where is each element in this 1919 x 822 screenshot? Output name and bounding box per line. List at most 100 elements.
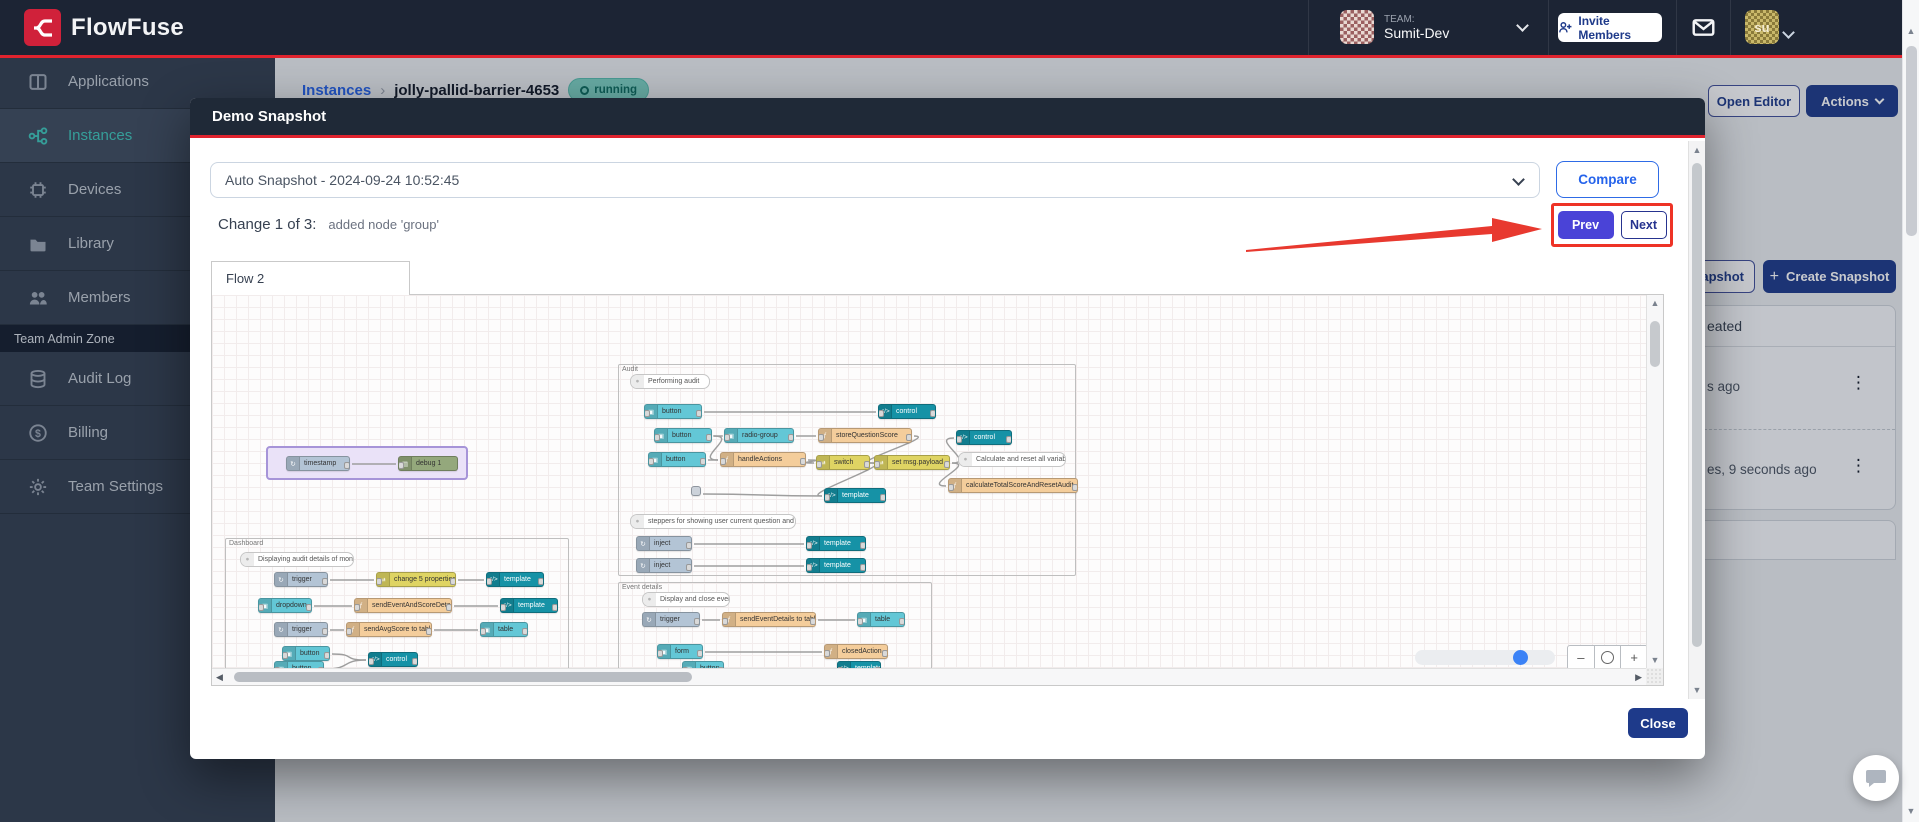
flow-node-sendeventandscoredetails: ƒ sendEventAndScoreDetails — [354, 598, 452, 613]
ui-node-icon: ▣ — [645, 405, 658, 418]
close-button[interactable]: Close — [1628, 708, 1688, 738]
snapshot-select[interactable]: Auto Snapshot - 2024-09-24 10:52:45 — [210, 162, 1540, 198]
scroll-right-icon[interactable]: ▶ — [1635, 672, 1642, 682]
instances-icon — [28, 126, 48, 146]
top-navbar: FlowFuse TEAM: Sumit-Dev Invite Members … — [0, 0, 1919, 58]
mail-icon[interactable] — [1692, 16, 1715, 44]
sidebar-item-applications[interactable]: Applications — [0, 55, 275, 109]
ui-node-icon: ▣ — [283, 647, 296, 660]
node-label: table — [875, 616, 891, 623]
select-chevron-down-icon — [1512, 173, 1525, 186]
invite-members-button[interactable]: Invite Members — [1558, 13, 1662, 42]
func-node-icon: ƒ — [355, 599, 368, 612]
flow-preview-canvas-wrap: Audit Dashboard Event details ↻ timestamp ▤ de… — [211, 294, 1664, 686]
scroll-left-icon[interactable]: ◀ — [216, 672, 223, 682]
node-label: inject — [654, 562, 671, 569]
sidebar-item-members[interactable]: Members — [0, 271, 275, 325]
dialog-scroll-thumb[interactable] — [1692, 163, 1702, 647]
zoom-reset-button[interactable] — [1595, 646, 1622, 668]
navbar-divider — [1548, 0, 1549, 55]
group-label: Event details — [622, 584, 663, 591]
flow-node-trigger: ↻ trigger — [274, 622, 328, 637]
sidebar-item-billing[interactable]: $ Billing — [0, 406, 275, 460]
page-scroll-thumb[interactable] — [1906, 46, 1917, 236]
library-icon — [28, 234, 48, 254]
create-snapshot-button[interactable]: + Create Snapshot — [1763, 260, 1896, 293]
flow-node-radio-group: ▣ radio-group — [724, 428, 794, 443]
node-label: template — [518, 602, 545, 609]
change-summary: Change 1 of 3: added node 'group' — [218, 216, 439, 233]
flow-node-template: </>template — [806, 536, 866, 551]
comment-node-icon: ● — [631, 515, 644, 528]
actions-button[interactable]: Actions — [1806, 85, 1898, 117]
secondary-panel-edge — [1703, 520, 1896, 560]
sidebar-item-audit-log[interactable]: Audit Log — [0, 352, 275, 406]
kebab-menu-icon[interactable]: ⋮ — [1850, 373, 1867, 392]
breadcrumb-instances-link[interactable]: Instances — [302, 81, 372, 99]
flow-node-form: ▣ form — [657, 644, 703, 659]
kebab-menu-icon[interactable]: ⋮ — [1850, 456, 1867, 475]
node-label: form — [675, 648, 689, 655]
flow-node-steppers-for-showing-user-current-question-and-group: ● steppers for showing user current quest… — [630, 514, 796, 529]
flow-node-timestamp: ↻ timestamp — [286, 456, 350, 471]
sidebar-item-library[interactable]: Library — [0, 217, 275, 271]
scroll-up-icon[interactable]: ▲ — [1692, 145, 1702, 155]
scroll-down-icon[interactable]: ▼ — [1650, 655, 1660, 665]
zoom-out-button[interactable]: – — [1568, 646, 1595, 668]
team-chevron-down-icon[interactable] — [1516, 19, 1529, 32]
canvas-hscroll-thumb[interactable] — [234, 672, 692, 682]
canvas-vscroll-thumb[interactable] — [1650, 321, 1660, 367]
compare-button[interactable]: Compare — [1556, 161, 1659, 198]
flow-node-closedaction: ƒ closedAction — [824, 644, 888, 659]
navbar-divider — [1730, 0, 1731, 55]
ui-node-icon: ▣ — [683, 662, 696, 668]
flow-node-handleactions: ƒ handleActions — [720, 452, 806, 467]
divider — [1704, 346, 1895, 347]
node-label: Calculate and reset all variable — [976, 456, 1066, 463]
flow-node-template: </>template — [837, 661, 881, 668]
node-label: timestamp — [304, 460, 337, 467]
dialog-header: Demo Snapshot — [190, 98, 1705, 138]
prev-button[interactable]: Prev — [1557, 211, 1614, 239]
inject-node-icon: ↻ — [637, 559, 650, 572]
dialog-vertical-scrollbar[interactable]: ▲ ▼ — [1688, 141, 1705, 699]
user-avatar[interactable]: su — [1745, 10, 1779, 44]
open-editor-button[interactable]: Open Editor — [1708, 85, 1800, 117]
zoom-slider[interactable] — [1415, 650, 1555, 665]
node-label: trigger — [660, 616, 680, 623]
chat-widget-button[interactable] — [1853, 755, 1899, 801]
table-row: es, 9 seconds ago ⋮ — [1704, 429, 1895, 511]
flow-group-audit: Audit — [618, 364, 1076, 576]
node-label: template — [842, 492, 869, 499]
canvas-horizontal-scrollbar[interactable]: ◀ ▶ — [212, 668, 1646, 685]
node-label: trigger — [292, 626, 312, 633]
flow-node-calculatetotalscoreandresetaudit: ƒ calculateTotalScoreAndResetAudit — [948, 478, 1078, 493]
node-label: change 5 properties — [394, 576, 456, 583]
zoom-slider-thumb[interactable] — [1513, 650, 1528, 665]
sidebar-item-team-settings[interactable]: Team Settings — [0, 460, 275, 514]
flow-node-template: </>template — [486, 572, 544, 587]
page-scrollbar[interactable]: ▲ ▼ — [1902, 0, 1919, 822]
flow-wire — [331, 653, 367, 661]
sidebar-item-label: Instances — [68, 127, 133, 144]
scroll-down-icon[interactable]: ▼ — [1906, 806, 1916, 816]
sidebar-item-label: Applications — [68, 73, 149, 90]
canvas-vertical-scrollbar[interactable]: ▲ ▼ — [1646, 295, 1663, 668]
created-cell-partial: s ago — [1707, 379, 1741, 394]
tab-flow-2[interactable]: Flow 2 — [211, 261, 410, 295]
devices-icon — [28, 180, 48, 200]
user-chevron-down-icon[interactable] — [1782, 24, 1795, 42]
next-button[interactable]: Next — [1620, 211, 1667, 239]
team-selector[interactable]: TEAM: Sumit-Dev — [1340, 10, 1449, 44]
node-label: button — [672, 432, 692, 439]
sidebar-item-devices[interactable]: Devices — [0, 163, 275, 217]
scroll-down-icon[interactable]: ▼ — [1692, 685, 1702, 695]
inject-node-icon: ↻ — [637, 537, 650, 550]
node-label: template — [824, 562, 851, 569]
flow-node-inject: ↻ inject — [636, 536, 692, 551]
zoom-in-button[interactable]: + — [1630, 650, 1638, 665]
scroll-up-icon[interactable]: ▲ — [1650, 298, 1660, 308]
flow-node-button: ▣ button — [282, 646, 330, 661]
scroll-up-icon[interactable]: ▲ — [1906, 26, 1916, 36]
node-label: template — [504, 576, 531, 583]
